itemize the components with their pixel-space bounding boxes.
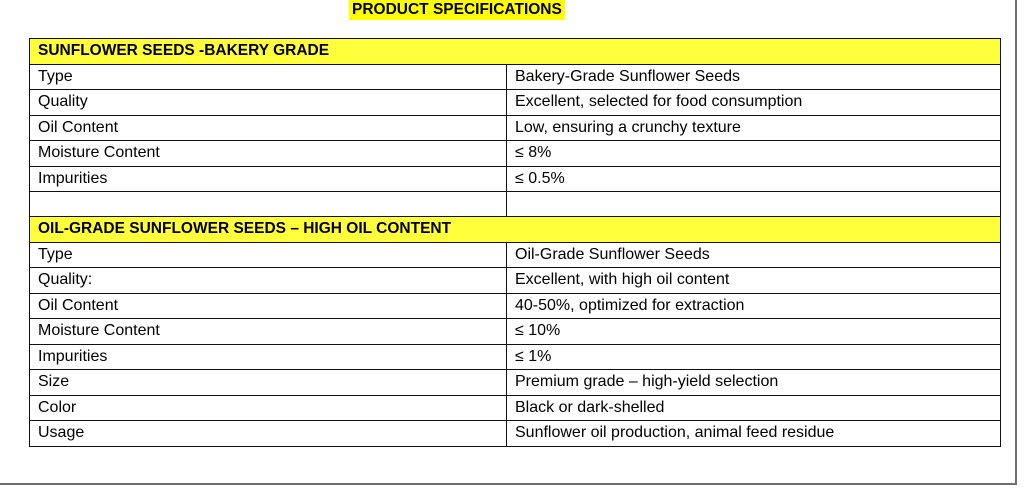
spec-label: Quality [29, 89, 507, 116]
page-title: PRODUCT SPECIFICATIONS [349, 0, 565, 20]
spec-label: Oil Content [29, 292, 507, 319]
table-row: Color Black or dark-shelled [29, 394, 1001, 421]
spec-label: Moisture Content [29, 318, 507, 345]
spec-value: ≤ 1% [506, 343, 1001, 370]
spec-label: Impurities [29, 165, 507, 192]
table-row: Quality Excellent, selected for food con… [29, 89, 1001, 116]
spec-label: Impurities [29, 343, 507, 370]
spec-value: Black or dark-shelled [506, 394, 1001, 421]
spec-label: Moisture Content [29, 140, 507, 167]
table-row: Usage Sunflower oil production, animal f… [29, 420, 1001, 447]
spec-value: Excellent, with high oil content [506, 267, 1001, 294]
spec-label: Type [29, 63, 507, 90]
spec-label: Type [29, 241, 507, 268]
empty-cell [29, 191, 507, 217]
spec-value: 40-50%, optimized for extraction [506, 292, 1001, 319]
table-row: Oil Content Low, ensuring a crunchy text… [29, 114, 1001, 141]
table-row: Size Premium grade – high-yield selectio… [29, 369, 1001, 396]
spec-label: Usage [29, 420, 507, 447]
spec-label: Size [29, 369, 507, 396]
spec-label: Color [29, 394, 507, 421]
spec-table: SUNFLOWER SEEDS -BAKERY GRADE Type Baker… [29, 38, 1001, 447]
spec-value: ≤ 0.5% [506, 165, 1001, 192]
spec-value: ≤ 10% [506, 318, 1001, 345]
spec-value: Bakery-Grade Sunflower Seeds [506, 63, 1001, 90]
spec-label: Oil Content [29, 114, 507, 141]
empty-cell [506, 191, 1001, 217]
spec-value: Premium grade – high-yield selection [506, 369, 1001, 396]
table-row: Moisture Content ≤ 10% [29, 318, 1001, 345]
spec-value: Sunflower oil production, animal feed re… [506, 420, 1001, 447]
section-header-bakery: SUNFLOWER SEEDS -BAKERY GRADE [29, 38, 1001, 65]
table-row: Impurities ≤ 0.5% [29, 165, 1001, 192]
table-row: Impurities ≤ 1% [29, 343, 1001, 370]
table-row: Type Bakery-Grade Sunflower Seeds [29, 63, 1001, 90]
spec-value: Excellent, selected for food consumption [506, 89, 1001, 116]
section-header-oil: OIL-GRADE SUNFLOWER SEEDS – HIGH OIL CON… [29, 216, 1001, 243]
spec-value: Low, ensuring a crunchy texture [506, 114, 1001, 141]
spec-value: Oil-Grade Sunflower Seeds [506, 241, 1001, 268]
table-row: Type Oil-Grade Sunflower Seeds [29, 241, 1001, 268]
table-row: Quality: Excellent, with high oil conten… [29, 267, 1001, 294]
section-heading: SUNFLOWER SEEDS -BAKERY GRADE [29, 38, 1001, 65]
spec-value: ≤ 8% [506, 140, 1001, 167]
table-row: Moisture Content ≤ 8% [29, 140, 1001, 167]
table-row: Oil Content 40-50%, optimized for extrac… [29, 292, 1001, 319]
spec-label: Quality: [29, 267, 507, 294]
blank-row [29, 191, 1001, 217]
section-heading: OIL-GRADE SUNFLOWER SEEDS – HIGH OIL CON… [29, 216, 1001, 243]
